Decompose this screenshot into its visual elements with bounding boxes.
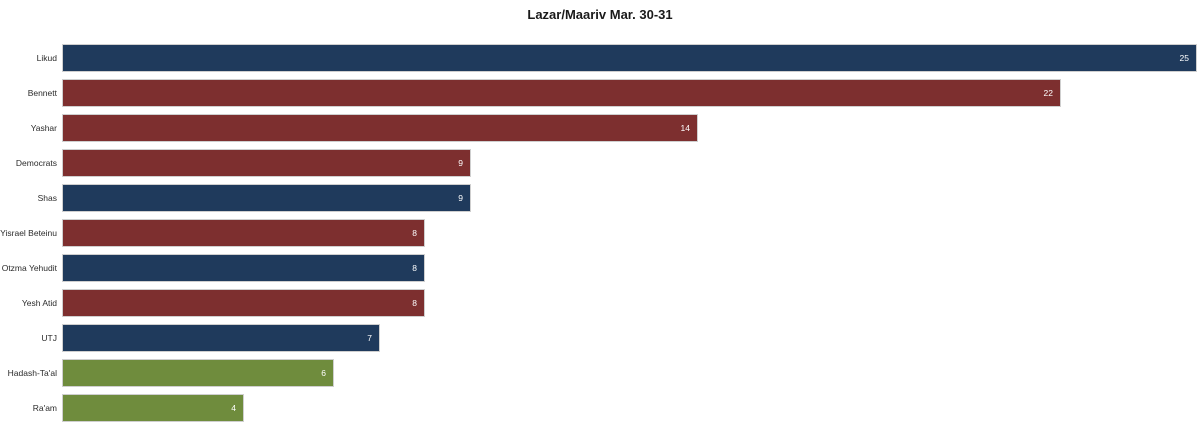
bar-value-label: 8 [412,298,417,308]
bar-value-label: 7 [367,333,372,343]
bar-utj: 7 [62,324,380,352]
chart-title: Lazar/Maariv Mar. 30-31 [527,7,673,22]
bar-value-label: 6 [321,368,326,378]
bar-value-label: 8 [412,263,417,273]
bar-value-label: 9 [458,158,463,168]
bar-row: Hadash-Ta'al 6 [0,359,1200,387]
bar-value-label: 9 [458,193,463,203]
bar-likud: 25 [62,44,1197,72]
category-label: Otzma Yehudit [1,263,57,273]
bar-row: Bennett 22 [0,79,1200,107]
bar-shas: 9 [62,184,471,212]
bar-row: Ra'am 4 [0,394,1200,422]
bar-row: Otzma Yehudit 8 [0,254,1200,282]
category-label: Yashar [30,123,57,133]
bar-yesh-atid: 8 [62,289,425,317]
bar-row: UTJ 7 [0,324,1200,352]
bar-row: Shas 9 [0,184,1200,212]
bar-value-label: 22 [1043,88,1053,98]
bar-row: Yisrael Beteinu 8 [0,219,1200,247]
bar-yashar: 14 [62,114,698,142]
bar-bennett: 22 [62,79,1061,107]
bar-democrats: 9 [62,149,471,177]
bar-ra-am: 4 [62,394,244,422]
category-label: UTJ [41,333,57,343]
bar-otzma-yehudit: 8 [62,254,425,282]
bar-row: Democrats 9 [0,149,1200,177]
bar-row: Likud 25 [0,44,1200,72]
category-label: Shas [37,193,57,203]
bar-value-label: 25 [1179,53,1189,63]
bar-hadash-ta-al: 6 [62,359,334,387]
category-label: Likud [36,53,57,63]
category-label: Democrats [15,158,57,168]
category-label: Hadash-Ta'al [7,368,57,378]
bar-value-label: 4 [231,403,236,413]
bar-value-label: 8 [412,228,417,238]
category-label: Bennett [27,88,57,98]
bar-row: Yashar 14 [0,114,1200,142]
bar-value-label: 14 [680,123,690,133]
category-label: Yesh Atid [21,298,57,308]
category-label: Ra'am [32,403,57,413]
bar-yisrael-beteinu: 8 [62,219,425,247]
category-label: Yisrael Beteinu [0,228,57,238]
bar-row: Yesh Atid 8 [0,289,1200,317]
